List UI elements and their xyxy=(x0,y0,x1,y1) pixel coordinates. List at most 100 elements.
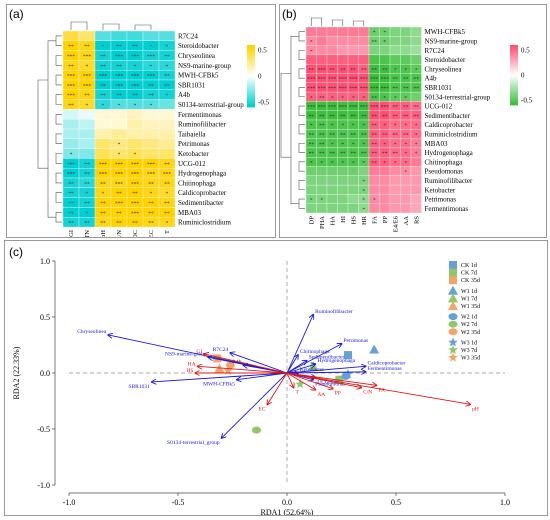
heatmap-b-column-label: HR xyxy=(361,215,368,225)
heatmap-a-colorbar-segment xyxy=(247,94,255,98)
heatmap-a-significance-mark: *** xyxy=(131,54,140,60)
heatmap-b-colorbar-segment xyxy=(510,65,518,68)
heatmap-b-colorbar-segment xyxy=(510,99,518,102)
heatmap-b-row-label: Hydrogenophaga xyxy=(425,149,474,157)
heatmap-a-significance-mark: ** xyxy=(68,181,74,187)
heatmap-b-significance-mark: * xyxy=(394,123,397,129)
heatmap-b-cell xyxy=(326,194,338,204)
heatmap-b-cell xyxy=(389,203,401,214)
heatmap-a-significance-mark: *** xyxy=(115,172,124,178)
heatmap-b-significance-mark: * xyxy=(362,207,365,213)
heatmap-a-row-dendrogram-link xyxy=(55,153,62,164)
panel-label-a: (a) xyxy=(9,7,24,21)
species-vector-arrow xyxy=(286,364,315,374)
heatmap-a-row-label: S0134-terrestrial-group xyxy=(178,101,244,109)
heatmap-b-colorbar-segment xyxy=(510,83,518,86)
heatmap-a-cell xyxy=(158,217,176,228)
heatmap-b-significance-mark: *** xyxy=(370,77,379,83)
heatmap-b-cell xyxy=(410,157,422,167)
heatmap-a-column-label: TOC xyxy=(132,230,139,237)
heatmap-b-significance-mark: * xyxy=(331,160,334,166)
heatmap-b-significance-mark: *** xyxy=(381,77,390,83)
heatmap-a-significance-mark: *** xyxy=(83,83,92,89)
legend-label: W1 1d xyxy=(461,289,477,295)
species-vector-arrow xyxy=(237,372,288,380)
heatmap-a-significance-mark: *** xyxy=(131,162,140,168)
heatmap-b-colorbar-segment xyxy=(510,59,518,62)
heatmap-a-significance-mark: * xyxy=(134,64,137,70)
heatmap-b-significance-mark: * xyxy=(310,49,313,55)
heatmap-a-colorbar-segment xyxy=(247,78,255,81)
heatmap-b-significance-mark: ** xyxy=(372,67,378,73)
legend-label: W1 35d xyxy=(461,304,480,310)
heatmap-b-significance-mark: ** xyxy=(340,132,346,138)
heatmap-a-cell xyxy=(78,148,96,159)
environment-vector-arrow xyxy=(286,372,361,388)
heatmap-a-colorbar-segment xyxy=(247,69,255,73)
heatmap-a-colorbar-tick: 0.5 xyxy=(258,47,267,55)
heatmap-a-significance-mark: ** xyxy=(68,211,74,217)
heatmap-a-significance-mark: ** xyxy=(100,221,106,227)
heatmap-b-significance-mark: *** xyxy=(318,77,327,83)
heatmap-b-cell xyxy=(379,45,391,56)
heatmap-b-significance-mark: * xyxy=(341,160,344,166)
heatmap-a-row-label: SBR1031 xyxy=(178,81,206,89)
heatmap-a-cell xyxy=(78,138,96,149)
heatmap-b-significance-mark: * xyxy=(362,188,365,194)
heatmap-a-significance-mark: ** xyxy=(148,221,154,227)
heatmap-a-cell xyxy=(142,128,160,139)
heatmap-b-cell xyxy=(337,45,349,56)
heatmap-b-row-dendrogram-link xyxy=(298,49,305,60)
heatmap-b-significance-mark: * xyxy=(310,95,313,101)
heatmap-a-cell xyxy=(158,99,176,110)
heatmap-a-row-label: Petrimonas xyxy=(178,140,210,148)
heatmap-a-row-dendrogram-link xyxy=(55,212,62,223)
heatmap-a-significance-mark: ** xyxy=(68,64,74,70)
heatmap-b-row-dendrogram-link xyxy=(298,31,305,42)
heatmap-b-significance-mark: * xyxy=(404,123,407,129)
heatmap-a-cell xyxy=(94,128,112,139)
heatmap-b-significance-mark: ** xyxy=(393,86,399,92)
heatmap-b-significance-mark: * xyxy=(362,142,365,148)
heatmap-a-cell xyxy=(110,128,128,139)
heatmap-a-significance-mark: *** xyxy=(131,181,140,187)
heatmap-a-significance-mark: ** xyxy=(100,83,106,89)
heatmap-b-significance-mark: *** xyxy=(381,105,390,111)
heatmap-b-significance-mark: * xyxy=(310,39,313,45)
heatmap-a-significance-mark: *** xyxy=(83,74,92,80)
species-vector-label: Chitinophaga xyxy=(300,349,330,355)
heatmap-b-significance-mark: ** xyxy=(393,105,399,111)
heatmap-a-cell xyxy=(126,30,144,41)
heatmap-a-row-dendrogram-link xyxy=(55,74,62,86)
heatmap-b-cell xyxy=(379,203,391,214)
heatmap-b-colorbar-segment xyxy=(510,87,518,90)
heatmap-a-significance-mark: ** xyxy=(68,44,74,50)
heatmap-b-colorbar-segment xyxy=(510,103,518,106)
rda-sample-point xyxy=(251,426,261,434)
heatmap-a-cell xyxy=(158,119,176,130)
heatmap-b-significance-mark: ** xyxy=(361,132,367,138)
legend-symbol xyxy=(448,313,458,321)
heatmap-b-significance-mark: * xyxy=(415,142,418,148)
environment-vector-arrow xyxy=(286,372,333,389)
heatmap-a-column-dendrogram xyxy=(70,21,152,30)
heatmap-a-significance-mark: *** xyxy=(99,162,108,168)
species-vector-label: NS9-marine-group xyxy=(165,351,207,357)
heatmap-b-row-label: Fermentimonas xyxy=(425,205,469,213)
heatmap-b-significance-mark: ** xyxy=(372,114,378,120)
heatmap-a-cell xyxy=(158,30,176,41)
heatmap-a-significance-mark: * xyxy=(150,191,153,197)
heatmap-a-significance-mark: *** xyxy=(99,172,108,178)
heatmap-a-significance-mark: * xyxy=(118,152,121,158)
heatmap-b-significance-mark: ** xyxy=(361,67,367,73)
heatmap-b-cell xyxy=(337,36,349,46)
heatmap-b-significance-mark: ** xyxy=(361,151,367,157)
environment-vector-label: FA xyxy=(378,387,385,393)
heatmap-a-significance-mark: ** xyxy=(148,83,154,89)
heatmap-a-cell xyxy=(142,109,160,120)
heatmap-a-cell xyxy=(158,128,176,139)
heatmap-b-significance-mark: ** xyxy=(393,132,399,138)
heatmap-b-cell xyxy=(316,54,328,65)
heatmap-b-significance-mark: * xyxy=(415,132,418,138)
